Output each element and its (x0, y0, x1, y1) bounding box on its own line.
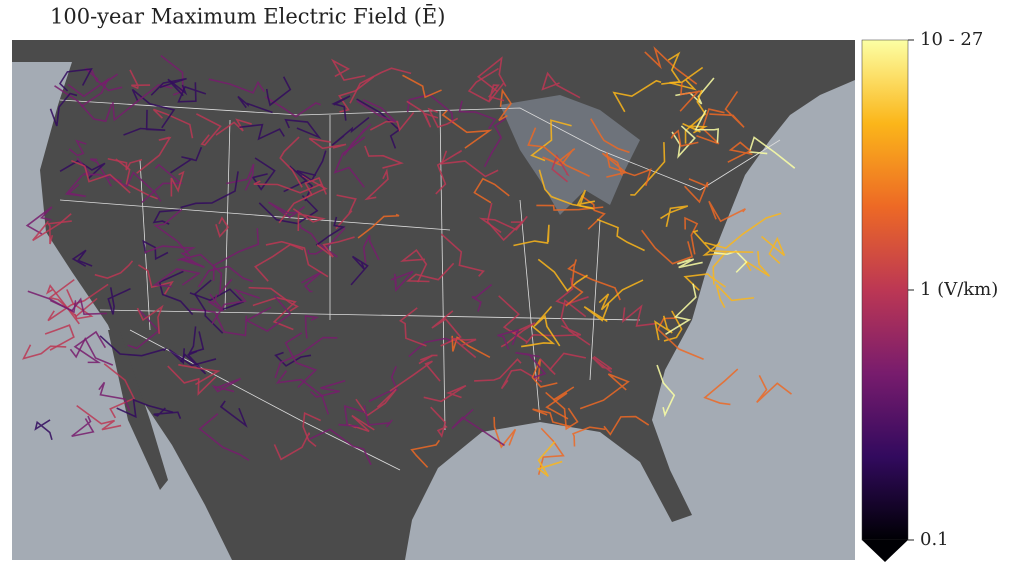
map (12, 40, 855, 560)
great-lakes (500, 95, 640, 215)
baja (108, 330, 168, 490)
colorbar (861, 39, 909, 541)
colorbar-tick-label: 10 - 27 (920, 29, 983, 50)
transmission-lines (22, 46, 796, 477)
colorbar-extension (862, 540, 908, 562)
colorbar-tick-label: 0.1 (920, 529, 949, 550)
colorbar-axis: 0.1 1 (V/km) 10 - 27 (908, 29, 998, 550)
land (12, 40, 855, 560)
title: 100-year Maximum Electric Field (Ē) (50, 5, 445, 29)
colorbar-tick-label: 1 (V/km) (920, 279, 998, 300)
